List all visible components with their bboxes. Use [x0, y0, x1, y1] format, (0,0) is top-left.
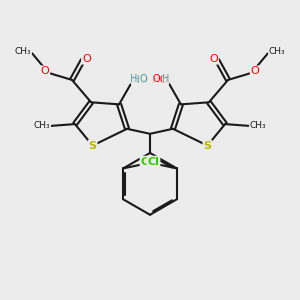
Text: HO: HO [152, 75, 168, 85]
Text: O: O [40, 66, 49, 76]
Text: O: O [209, 54, 218, 64]
Text: S: S [203, 141, 211, 151]
Text: S: S [88, 141, 97, 151]
Text: H: H [130, 74, 137, 84]
Text: CH₃: CH₃ [269, 47, 286, 56]
Text: O: O [82, 54, 91, 64]
Text: O: O [139, 74, 147, 84]
Text: CH₃: CH₃ [250, 122, 266, 130]
Text: O: O [251, 66, 260, 76]
Text: O: O [152, 74, 160, 84]
Text: Cl: Cl [148, 157, 160, 166]
Text: Cl: Cl [140, 157, 152, 166]
Text: H: H [162, 74, 169, 84]
Text: CH₃: CH₃ [14, 47, 31, 56]
Text: CH₃: CH₃ [34, 122, 50, 130]
Text: HO: HO [132, 75, 148, 85]
